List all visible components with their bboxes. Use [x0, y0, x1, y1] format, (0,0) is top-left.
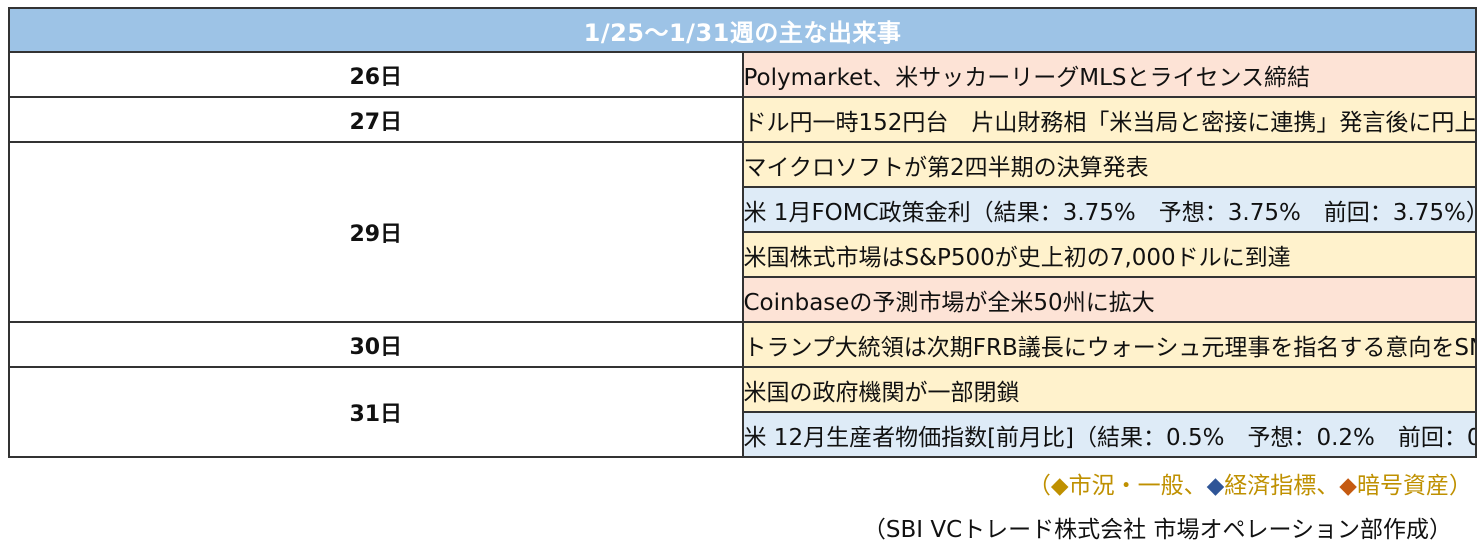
- event-cell-general: 米国株式市場はS&P500が史上初の7,000ドルに到達: [741, 231, 1477, 278]
- event-cell-general: マイクロソフトが第2四半期の決算発表: [741, 141, 1477, 188]
- day-cell: 31日: [8, 366, 744, 458]
- day-cell: 27日: [8, 96, 744, 143]
- legend-open-paren: （: [1027, 473, 1051, 499]
- table-row: 30日トランプ大統領は次期FRB議長にウォーシュ元理事を指名する意向をSNSで表…: [8, 321, 1477, 368]
- table-row: 米 1月FOMC政策金利（結果：3.75% 予想：3.75% 前回：3.75%）: [9, 186, 1477, 233]
- table-row: 31日 米国の政府機関が一部閉鎖: [8, 366, 1477, 458]
- events-body: 26日 Polymarket、米サッカーリーグMLSとライセンス締結 27日 ドル円一…: [8, 51, 1477, 458]
- legend-crypto-label: 暗号資産: [1357, 473, 1449, 499]
- event-cell-general: 米国の政府機関が一部閉鎖: [741, 366, 1477, 413]
- day-cell: 26日: [8, 51, 744, 98]
- event-cell-crypto: Polymarket、米サッカーリーグMLSとライセンス締結: [741, 51, 1477, 98]
- day-cell: 30日: [8, 321, 744, 368]
- table-row: Coinbaseの予測市場が全米50州に拡大: [9, 276, 1477, 323]
- legend-general-label: 市況・一般: [1068, 473, 1184, 499]
- legend-close-paren: ）: [1449, 473, 1472, 499]
- table-row: 米国株式市場はS&P500が史上初の7,000ドルに到達: [9, 231, 1477, 278]
- source-credit: （SBI VCトレード株式会社 市場オペレーション部作成）: [862, 517, 1452, 543]
- table-header-row: 1/25〜1/31週の主な出来事: [8, 7, 1477, 53]
- table-row: 27日 ドル円一時152円台 片山財務相「米当局と密接に連携」発言後に円上昇: [8, 96, 1477, 143]
- general-diamond-icon: ◆: [1050, 473, 1069, 499]
- events-table-container: 1/25〜1/31週の主な出来事 26日 Polymarket、米サッカーリーグM…: [8, 7, 1477, 458]
- day-cell: 29日: [8, 141, 744, 323]
- category-legend: （◆市況・一般、◆経済指標、◆暗号資産）: [1028, 466, 1472, 500]
- weekly-events-table: 1/25〜1/31週の主な出来事 26日 Polymarket、米サッカーリーグM…: [8, 7, 1477, 458]
- crypto-diamond-icon: ◆: [1339, 473, 1357, 499]
- event-cell-econ: 米 12月生産者物価指数[前月比]（結果：0.5% 予想：0.2% 前回：0.2…: [741, 411, 1477, 458]
- table-row: 26日 Polymarket、米サッカーリーグMLSとライセンス締結: [8, 51, 1477, 98]
- legend-separator: 、: [1316, 473, 1340, 499]
- econ-diamond-icon: ◆: [1206, 473, 1225, 499]
- table-row: 29日 マイクロソフトが第2四半期の決算発表: [8, 141, 1477, 323]
- legend-econ-label: 経済指標: [1224, 473, 1317, 499]
- legend-separator: 、: [1183, 473, 1207, 499]
- event-cell-crypto: Coinbaseの予測市場が全米50州に拡大: [741, 276, 1477, 323]
- table-row: 米 12月生産者物価指数[前月比]（結果：0.5% 予想：0.2% 前回：0.2…: [9, 411, 1477, 458]
- table-title: 1/25〜1/31週の主な出来事: [8, 7, 1477, 53]
- event-cell-general: ドル円一時152円台 片山財務相「米当局と密接に連携」発言後に円上昇: [741, 96, 1477, 143]
- event-cell-general: トランプ大統領は次期FRB議長にウォーシュ元理事を指名する意向をSNSで表明: [741, 321, 1477, 368]
- event-cell-econ: 米 1月FOMC政策金利（結果：3.75% 予想：3.75% 前回：3.75%）: [741, 186, 1477, 233]
